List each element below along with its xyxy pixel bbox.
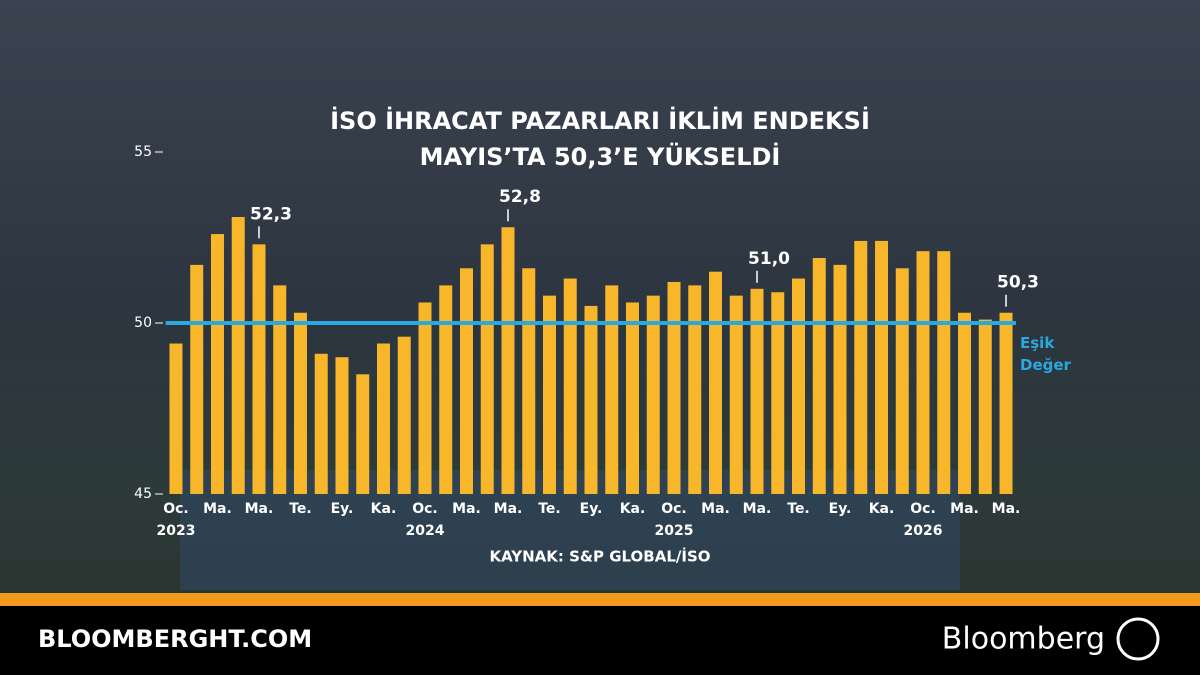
bar [356, 374, 370, 494]
value-label: 50,3 [997, 273, 1039, 293]
chart-title: İSO İHRACAT PAZARLARI İKLİM ENDEKSİ [330, 106, 870, 135]
bar [376, 343, 390, 494]
bar [750, 288, 764, 494]
bar [335, 357, 349, 494]
y-tick-label: 45 [134, 486, 152, 502]
x-tick-label: Ka. [620, 501, 646, 517]
bar [626, 302, 640, 494]
footer-strip [0, 593, 1200, 606]
bar [563, 278, 577, 494]
bar [895, 268, 909, 494]
x-tick-label: Oc. 2024 [406, 501, 445, 539]
bar [314, 353, 328, 494]
source: KAYNAK: S&P GLOBAL/İSO [489, 547, 710, 566]
bar [792, 278, 806, 494]
value-label: 52,8 [499, 187, 541, 207]
bar [916, 251, 930, 494]
x-tick-label: Ka. [869, 501, 895, 517]
bar [875, 240, 889, 494]
x-tick-label: Ma. [494, 501, 523, 517]
x-tick-label: Ey. [829, 501, 852, 517]
bar [273, 285, 287, 494]
chart-title: MAYIS’TA 50,3’E YÜKSELDİ [420, 141, 781, 171]
bar [210, 234, 224, 494]
bar [667, 281, 681, 494]
footer-brand: Bloomberg [942, 622, 1105, 657]
x-tick-label: Oc. 2026 [904, 501, 943, 539]
bar [501, 227, 515, 495]
bar [522, 268, 536, 494]
bar [584, 305, 598, 494]
bar [169, 343, 183, 494]
x-tick-label: Ey. [331, 501, 354, 517]
bar [605, 285, 619, 494]
bar [439, 285, 453, 494]
x-tick-label: Oc. 2023 [156, 501, 195, 539]
value-label: 52,3 [250, 204, 292, 224]
x-tick-label: Oc. 2025 [655, 501, 694, 539]
bar [771, 292, 785, 494]
bar [958, 312, 972, 494]
bar [833, 264, 847, 494]
x-tick-label: Te. [538, 501, 561, 517]
bar [459, 268, 473, 494]
x-tick-label: Ma. [203, 501, 232, 517]
x-tick-label: Ma. [743, 501, 772, 517]
bar [999, 312, 1013, 494]
bar [293, 312, 307, 494]
x-tick-label: Ma. [992, 501, 1021, 517]
bar [480, 244, 494, 494]
bar [397, 336, 411, 494]
bar [729, 295, 743, 494]
x-tick-label: Te. [289, 501, 312, 517]
bar [231, 216, 245, 495]
bar [542, 295, 556, 494]
bar [978, 319, 992, 494]
brand-logo [1116, 617, 1160, 661]
bar [252, 244, 266, 494]
y-tick-label: 50 [134, 315, 152, 331]
y-tick-label: 55 [134, 144, 152, 160]
bar [646, 295, 660, 494]
x-tick-label: Te. [787, 501, 810, 517]
x-tick-label: Ma. [950, 501, 979, 517]
bar [854, 240, 868, 494]
bar [190, 264, 204, 494]
bar [812, 258, 826, 494]
bar [688, 285, 702, 494]
x-tick-label: Ka. [371, 501, 397, 517]
x-tick-label: Ma. [452, 501, 481, 517]
footer-site[interactable]: BLOOMBERGHT.COM [38, 625, 312, 653]
threshold-label: Eşik Değer [1020, 334, 1072, 374]
x-tick-label: Ey. [580, 501, 603, 517]
x-tick-label: Ma. [701, 501, 730, 517]
value-label: 51,0 [748, 249, 790, 269]
bar [709, 271, 723, 494]
footer-bar [0, 606, 1200, 675]
bar [418, 302, 432, 494]
x-tick-label: Ma. [245, 501, 274, 517]
bar [937, 251, 951, 494]
